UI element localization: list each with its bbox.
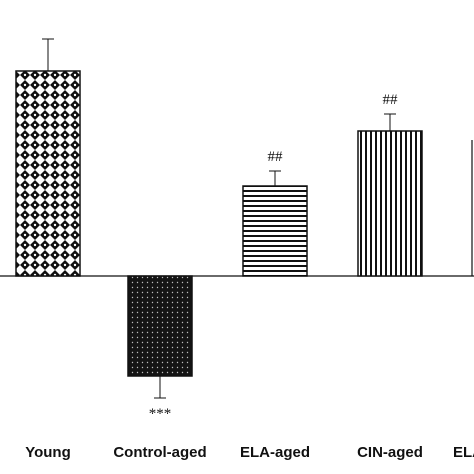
significance-label-cin-aged: ## — [383, 92, 399, 108]
bars-layer — [15, 38, 423, 399]
bar-young — [15, 70, 81, 277]
category-label-control-aged: Control-aged — [113, 444, 206, 461]
significance-label-ela-aged: ## — [268, 149, 284, 165]
category-label-ela: ELA — [453, 444, 474, 461]
category-label-young: Young — [25, 444, 71, 461]
bar-cin-aged — [357, 130, 423, 277]
category-label-ela-aged: ELA-aged — [240, 444, 310, 461]
significance-label-control-aged: *** — [149, 406, 172, 422]
bar-control-aged — [127, 275, 193, 377]
bar-ela-aged — [242, 185, 308, 277]
labels-layer: Young *** Control-aged ## ELA-aged ## CIN-aged… — [25, 92, 474, 461]
category-label-cin-aged: CIN-aged — [357, 444, 423, 461]
